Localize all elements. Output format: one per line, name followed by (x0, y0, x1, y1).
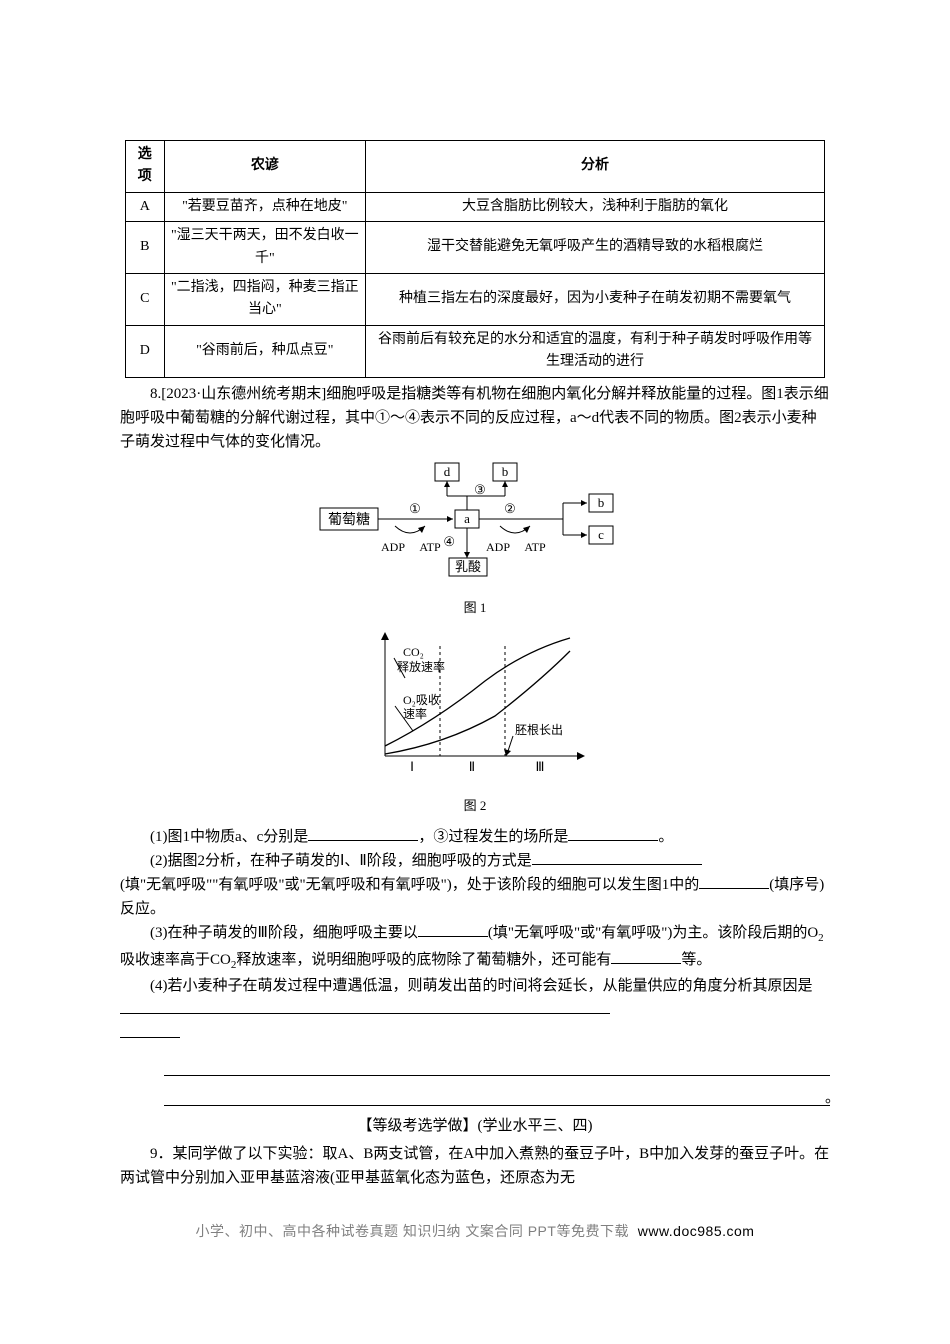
blank (699, 873, 769, 889)
b-label-2: b (598, 495, 605, 510)
n1-label: ① (409, 501, 421, 516)
blank (120, 998, 610, 1014)
q8-p2b: (填"无氧呼吸""有氧呼吸"或"无氧呼吸和有氧呼吸")，处于该阶段的细胞可以发生… (120, 877, 699, 893)
atp-1: ATP (419, 540, 441, 554)
table-row: A "若要豆苗齐，点种在地皮" 大豆含脂肪比例较大，浅种利于脂肪的氧化 (126, 192, 825, 221)
q8-p1b: ，③过程发生的场所是 (418, 829, 568, 845)
table-row: C "二指浅，四指闷，种麦三指正当心" 种植三指左右的深度最好，因为小麦种子在萌… (126, 273, 825, 325)
o2-rate: 速率 (403, 706, 427, 721)
q8-p3e: 等。 (681, 952, 711, 968)
footer-link: www.doc985.com (638, 1223, 755, 1239)
glucose-label: 葡萄糖 (328, 512, 370, 528)
q8-p1a: (1)图1中物质a、c分别是 (150, 829, 308, 845)
q8-p4a: (4)若小麦种子在萌发过程中遭遇低温，则萌发出苗的时间将会延长，从能量供应的角度… (150, 978, 813, 994)
x1: Ⅰ (410, 759, 414, 774)
q8-p1: (1)图1中物质a、c分别是 ，③过程发生的场所是 。 (120, 825, 830, 849)
cell-analysis: 湿干交替能避免无氧呼吸产生的酒精导致的水稻根腐烂 (366, 222, 825, 274)
adp-2: ADP (486, 540, 510, 554)
n4-label: ④ (443, 534, 455, 549)
x3: Ⅲ (536, 759, 545, 774)
q8-p2a: (2)据图2分析，在种子萌发的Ⅰ、Ⅱ阶段，细胞呼吸的方式是 (150, 853, 532, 869)
cell-proverb: "谷雨前后，种瓜点豆" (164, 325, 365, 377)
q8-p4-short (120, 1022, 830, 1046)
figure-1: 葡萄糖 ① d b a ③ ② (120, 458, 830, 619)
x2: Ⅱ (469, 759, 475, 774)
sub2: 2 (818, 932, 824, 944)
q9-text: 9．某同学做了以下实验：取A、B两支试管，在A中加入煮熟的蚕豆子叶，B中加入发芽… (120, 1142, 830, 1190)
cell-analysis: 谷雨前后有较充足的水分和适宜的温度，有利于种子萌发时呼吸作用等生理活动的进行 (366, 325, 825, 377)
table-row: B "湿三天干两天，田不发白收一千" 湿干交替能避免无氧呼吸产生的酒精导致的水稻… (126, 222, 825, 274)
n2-label: ② (504, 501, 516, 516)
o2-label: O₂吸收 (403, 693, 440, 707)
cell-proverb: "湿三天干两天，田不发白收一千" (164, 222, 365, 274)
co2-label: CO₂ (403, 645, 424, 659)
cell-analysis: 种植三指左右的深度最好，因为小麦种子在萌发初期不需要氧气 (366, 273, 825, 325)
answer-line (164, 1084, 830, 1106)
q8-p3b: (填"无氧呼吸"或"有氧呼吸")为主。该阶段后期的O (488, 925, 818, 941)
q8-lead: 8.[2023·山东德州统考期末]细胞呼吸是指糖类等有机物在细胞内氧化分解并释放… (120, 382, 830, 454)
q8-p3a: (3)在种子萌发的Ⅲ阶段，细胞呼吸主要以 (150, 925, 418, 941)
cell-opt: D (126, 325, 165, 377)
b-label: b (502, 464, 509, 479)
blank (611, 948, 681, 964)
blank (568, 825, 658, 841)
blank (532, 849, 702, 865)
th-option: 选项 (126, 141, 165, 193)
section-title: 【等级考选学做】(学业水平三、四) (120, 1114, 830, 1138)
fig1-caption: 图 1 (120, 598, 830, 619)
blank (120, 1022, 180, 1038)
cell-proverb: "二指浅，四指闷，种麦三指正当心" (164, 273, 365, 325)
d-label: d (444, 464, 451, 479)
q8-p2-line2: (填"无氧呼吸""有氧呼吸"或"无氧呼吸和有氧呼吸")，处于该阶段的细胞可以发生… (120, 873, 830, 921)
cell-opt: A (126, 192, 165, 221)
q8-p1c: 。 (658, 829, 673, 845)
page-footer: 小学、初中、高中各种试卷真题 知识归纳 文案合同 PPT等免费下载 www.do… (120, 1220, 830, 1242)
blank (418, 921, 488, 937)
q8-p3c: 吸收速率高于CO (120, 952, 231, 968)
table-row: D "谷雨前后，种瓜点豆" 谷雨前后有较充足的水分和适宜的温度，有利于种子萌发时… (126, 325, 825, 377)
rel-label: 释放速率 (397, 659, 445, 674)
adp-1: ADP (381, 540, 405, 554)
q8-p3: (3)在种子萌发的Ⅲ阶段，细胞呼吸主要以 (填"无氧呼吸"或"有氧呼吸")为主。该… (120, 921, 830, 974)
cell-analysis: 大豆含脂肪比例较大，浅种利于脂肪的氧化 (366, 192, 825, 221)
n3-label: ③ (474, 482, 486, 497)
options-table: 选项 农谚 分析 A "若要豆苗齐，点种在地皮" 大豆含脂肪比例较大，浅种利于脂… (125, 140, 825, 378)
q8-p2-line1: (2)据图2分析，在种子萌发的Ⅰ、Ⅱ阶段，细胞呼吸的方式是 (120, 849, 830, 873)
lactic-label: 乳酸 (455, 559, 481, 574)
blank (308, 825, 418, 841)
q8-p3d: 释放速率，说明细胞呼吸的底物除了葡萄糖外，还可能有 (236, 952, 611, 968)
figure-2: CO₂ 释放速率 O₂吸收 速率 胚根长出 Ⅰ Ⅱ Ⅲ 图 2 (120, 626, 830, 817)
th-proverb: 农谚 (164, 141, 365, 193)
cell-proverb: "若要豆苗齐，点种在地皮" (164, 192, 365, 221)
c-label: c (598, 527, 604, 542)
final-period: 。 (825, 1086, 840, 1110)
cell-opt: B (126, 222, 165, 274)
a-label: a (464, 511, 470, 526)
footer-grey: 小学、初中、高中各种试卷真题 知识归纳 文案合同 PPT等免费下载 (196, 1223, 629, 1239)
fig2-caption: 图 2 (120, 796, 830, 817)
answer-line (164, 1054, 830, 1076)
atp-2: ATP (524, 540, 546, 554)
th-analysis: 分析 (366, 141, 825, 193)
root-label: 胚根长出 (515, 723, 563, 737)
q8-p4-line1: (4)若小麦种子在萌发过程中遭遇低温，则萌发出苗的时间将会延长，从能量供应的角度… (120, 974, 830, 1022)
cell-opt: C (126, 273, 165, 325)
